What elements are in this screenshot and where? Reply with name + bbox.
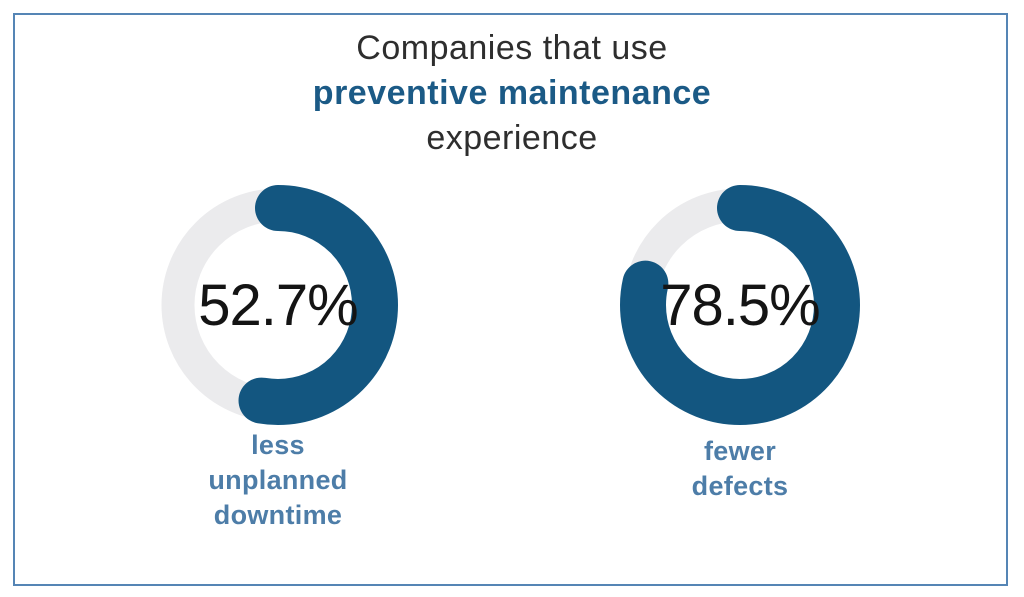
donut-svg <box>158 185 398 425</box>
caption-line: less <box>251 430 305 460</box>
donut-svg <box>620 185 860 425</box>
caption-unplanned-downtime: less unplanned downtime <box>128 428 428 533</box>
title-line-3: experience <box>426 119 598 157</box>
donut-value-label: 52.7% <box>198 272 358 338</box>
caption-fewer-defects: fewer defects <box>590 434 890 504</box>
donut-progress-arc <box>158 185 398 425</box>
donut-progress-arc <box>620 185 860 425</box>
title-line-1: Companies that use <box>356 29 668 67</box>
caption-line: downtime <box>213 500 343 530</box>
caption-line: fewer <box>703 436 777 466</box>
caption-line: unplanned <box>208 465 348 495</box>
donut-value-label: 78.5% <box>660 272 820 338</box>
caption-line: defects <box>691 471 789 501</box>
donut-chart-unplanned-downtime: 52.7% <box>153 180 403 430</box>
title-line-2-highlight: preventive maintenance <box>312 74 712 112</box>
page-title: Companies that use preventive maintenanc… <box>0 26 1024 161</box>
donut-chart-fewer-defects: 78.5% <box>615 180 865 430</box>
